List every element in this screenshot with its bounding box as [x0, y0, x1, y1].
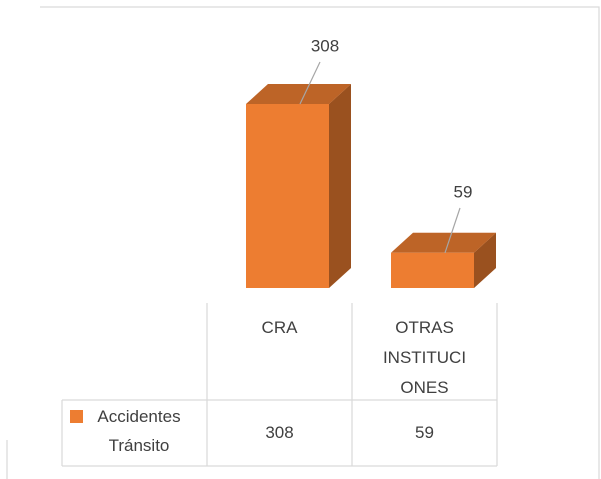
category-label-box: CRA — [261, 318, 298, 337]
legend-label-box: Accidentes Tránsito — [97, 407, 181, 455]
legend-swatch — [70, 410, 83, 423]
bar-side — [329, 84, 351, 288]
bar-top-shade — [391, 232, 496, 253]
data-label: 59 — [454, 182, 473, 201]
bar-side — [474, 232, 496, 288]
table-value-box: 59 — [415, 423, 434, 442]
data-label: 308 — [311, 36, 339, 55]
leader-line — [444, 207, 461, 253]
table-value: 59 — [415, 423, 434, 442]
bar-side-shade — [329, 84, 351, 288]
table-value: 308 — [265, 423, 294, 442]
category-label-box: OTRAS INSTITUCIONES — [382, 318, 467, 397]
bar-top-shade — [246, 84, 351, 104]
table-value-box: 308 — [265, 423, 294, 442]
bar-top — [246, 84, 351, 104]
chart-border — [40, 6, 600, 479]
bar — [391, 252, 474, 288]
category-label: OTRAS INSTITUCIONES — [382, 318, 467, 397]
data-table — [61, 303, 498, 467]
category-label: CRA — [261, 318, 298, 337]
bar-top — [391, 232, 496, 253]
bar — [246, 104, 329, 288]
legend-label: Accidentes Tránsito — [97, 407, 181, 455]
leader-line — [299, 61, 321, 105]
bar-side-shade — [474, 232, 496, 288]
